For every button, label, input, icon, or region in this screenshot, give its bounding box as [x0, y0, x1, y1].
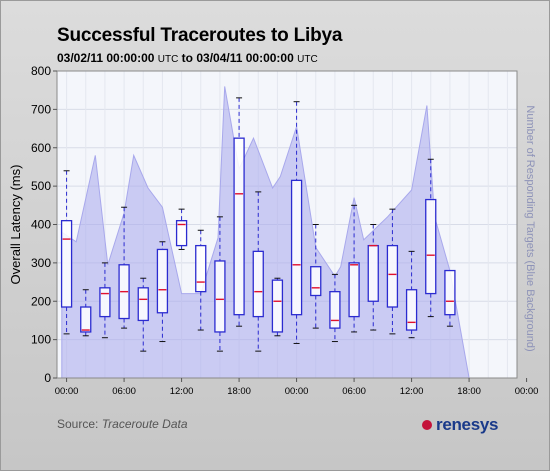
box-group: [233, 97, 245, 327]
y-tick-label: 400: [31, 218, 51, 232]
y-tick-label: 600: [31, 141, 51, 155]
x-tick-label: 06:00: [112, 386, 136, 397]
box: [175, 220, 188, 247]
source-name: Traceroute Data: [101, 417, 188, 431]
box-group: [386, 208, 399, 335]
box-group: [80, 289, 92, 337]
tz-label-start: UTC: [157, 54, 179, 65]
renesys-logo: renesys: [422, 415, 498, 435]
source-label: Source:: [57, 417, 99, 431]
box-group: [444, 269, 456, 327]
box-group: [290, 101, 303, 344]
y-tick-label: 700: [31, 102, 51, 116]
x-tick-label: 18:00: [227, 386, 251, 397]
box-group: [214, 216, 226, 352]
box-group: [118, 206, 130, 329]
x-tick-label: 12:00: [170, 386, 194, 397]
box: [310, 266, 322, 297]
y-tick-label: 200: [31, 294, 51, 308]
box-group: [175, 208, 188, 250]
range-end: 03/04/11 00:00:00: [196, 51, 294, 65]
x-tick-label: 00:00: [55, 386, 79, 397]
logo-dot-icon: [422, 420, 432, 430]
y-tick-label: 300: [31, 256, 51, 270]
box: [405, 289, 418, 331]
box-group: [252, 191, 264, 352]
y-tick-label: 800: [31, 64, 51, 78]
box: [444, 269, 456, 316]
box: [195, 244, 207, 293]
tz-label-end: UTC: [297, 54, 318, 65]
box-group: [156, 241, 169, 343]
box: [156, 248, 169, 314]
box-group: [271, 277, 284, 337]
chart-title: Successful Traceroutes to Libya: [57, 25, 343, 46]
box-group: [137, 277, 149, 352]
box: [252, 250, 264, 318]
box: [290, 179, 303, 316]
box-group: [329, 273, 341, 343]
box: [271, 279, 284, 333]
box: [386, 244, 399, 308]
box: [348, 262, 360, 318]
box-group: [60, 170, 73, 335]
box: [425, 198, 437, 295]
box-group: [99, 262, 111, 339]
range-to: to: [181, 51, 193, 65]
box-group: [310, 224, 322, 329]
x-tick-label: 06:00: [342, 386, 366, 397]
x-tick-label: 12:00: [400, 386, 424, 397]
range-start: 03/02/11 00:00:00: [57, 51, 155, 65]
y-axis-label: Overall Latency (ms): [8, 165, 23, 285]
x-tick-label: 00:00: [515, 386, 539, 397]
source-note: Source: Traceroute Data: [57, 417, 188, 431]
x-tick-label: 00:00: [285, 386, 309, 397]
box-group: [425, 158, 437, 318]
y2-axis-label: Number of Responding Targets (Blue Backg…: [524, 105, 536, 351]
box-group: [367, 224, 379, 331]
box: [214, 260, 226, 333]
box: [60, 220, 73, 308]
y-tick-label: 0: [44, 371, 51, 385]
box: [329, 291, 341, 329]
logo-text: renesys: [436, 415, 499, 434]
box: [233, 137, 245, 316]
box: [137, 287, 149, 322]
box-group: [195, 229, 207, 331]
box-group: [348, 204, 360, 333]
box-group: [405, 250, 418, 339]
y-tick-label: 100: [31, 333, 51, 347]
box: [367, 244, 379, 302]
chart-subtitle: 03/02/11 00:00:00 UTC to 03/04/11 00:00:…: [57, 51, 318, 65]
box: [99, 287, 111, 318]
x-tick-label: 18:00: [457, 386, 481, 397]
box: [80, 306, 92, 333]
y-tick-label: 500: [31, 179, 51, 193]
